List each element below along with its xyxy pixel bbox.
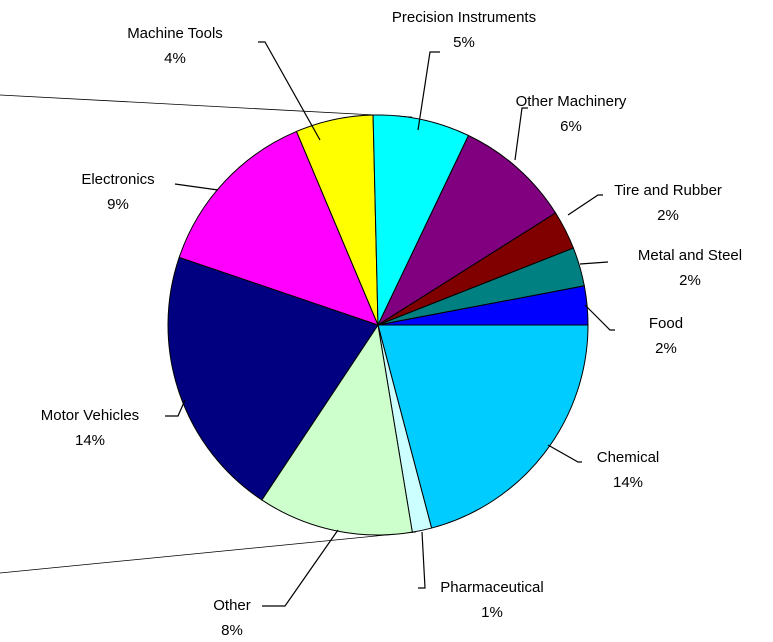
value-label: 1% [481,604,503,621]
leader-line [417,51,440,131]
pie-slice [178,130,379,326]
pie-slice [376,134,557,327]
leader-line [584,304,615,331]
slice-label: Metal and Steel [638,247,742,264]
pie-slice [377,324,589,529]
slice-label: Precision Instruments [392,9,536,26]
value-label: 4% [164,50,186,67]
value-label: 14% [75,432,105,449]
slice-label: Other [213,597,251,614]
value-label: 5% [453,34,475,51]
value-label: 8% [221,622,243,639]
value-label: 2% [657,207,679,224]
value-label: 9% [107,196,129,213]
slice-label: Other Machinery [516,93,627,110]
slice-label: Tire and Rubber [614,182,722,199]
connector-line [0,94,413,118]
connector-line [0,531,417,574]
slice-label: Electronics [81,171,154,188]
value-label: 6% [560,118,582,135]
slice-label: Chemical [597,449,660,466]
leader-line [258,41,321,141]
leader-line [567,194,603,216]
value-label: 2% [679,272,701,289]
slice-label: Food [649,315,683,332]
pie-slice [377,285,589,326]
leader-line [418,531,426,589]
value-label: 14% [613,474,643,491]
pie-slice [372,114,470,326]
slice-label: Machine Tools [127,25,223,42]
leader-line [165,399,186,417]
leader-line [174,183,219,191]
leader-line [262,529,339,607]
value-label: 2% [655,340,677,357]
pie-slice [167,256,379,501]
slice-label: Pharmaceutical [440,579,543,596]
leader-line [514,107,528,161]
leader-line [547,444,582,463]
slice-label: Motor Vehicles [41,407,139,424]
pie-slice [261,323,413,536]
leader-line [579,261,609,265]
